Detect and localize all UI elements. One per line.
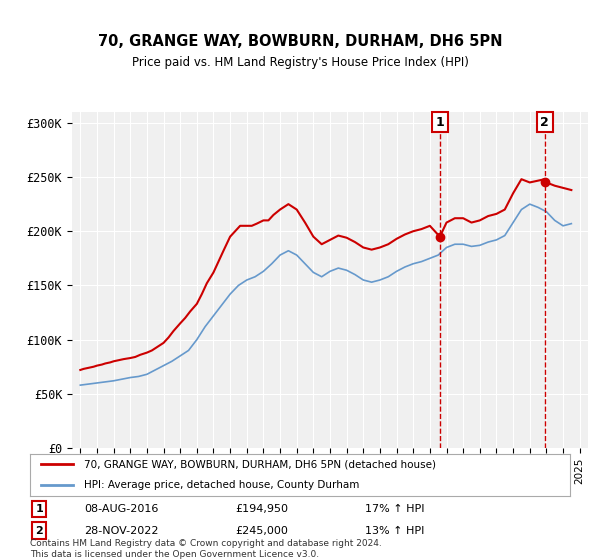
Text: 08-AUG-2016: 08-AUG-2016: [84, 504, 158, 514]
Text: 2: 2: [35, 526, 43, 536]
Text: 70, GRANGE WAY, BOWBURN, DURHAM, DH6 5PN: 70, GRANGE WAY, BOWBURN, DURHAM, DH6 5PN: [98, 34, 502, 49]
Text: 1: 1: [436, 115, 444, 129]
Text: Contains HM Land Registry data © Crown copyright and database right 2024.
This d: Contains HM Land Registry data © Crown c…: [30, 539, 382, 559]
Text: 1: 1: [35, 504, 43, 514]
Text: 13% ↑ HPI: 13% ↑ HPI: [365, 526, 424, 536]
Text: 17% ↑ HPI: 17% ↑ HPI: [365, 504, 424, 514]
Text: £245,000: £245,000: [235, 526, 288, 536]
Text: 2: 2: [541, 115, 549, 129]
Text: 28-NOV-2022: 28-NOV-2022: [84, 526, 158, 536]
Text: 70, GRANGE WAY, BOWBURN, DURHAM, DH6 5PN (detached house): 70, GRANGE WAY, BOWBURN, DURHAM, DH6 5PN…: [84, 459, 436, 469]
Text: Price paid vs. HM Land Registry's House Price Index (HPI): Price paid vs. HM Land Registry's House …: [131, 56, 469, 69]
Text: HPI: Average price, detached house, County Durham: HPI: Average price, detached house, Coun…: [84, 480, 359, 490]
Text: £194,950: £194,950: [235, 504, 288, 514]
